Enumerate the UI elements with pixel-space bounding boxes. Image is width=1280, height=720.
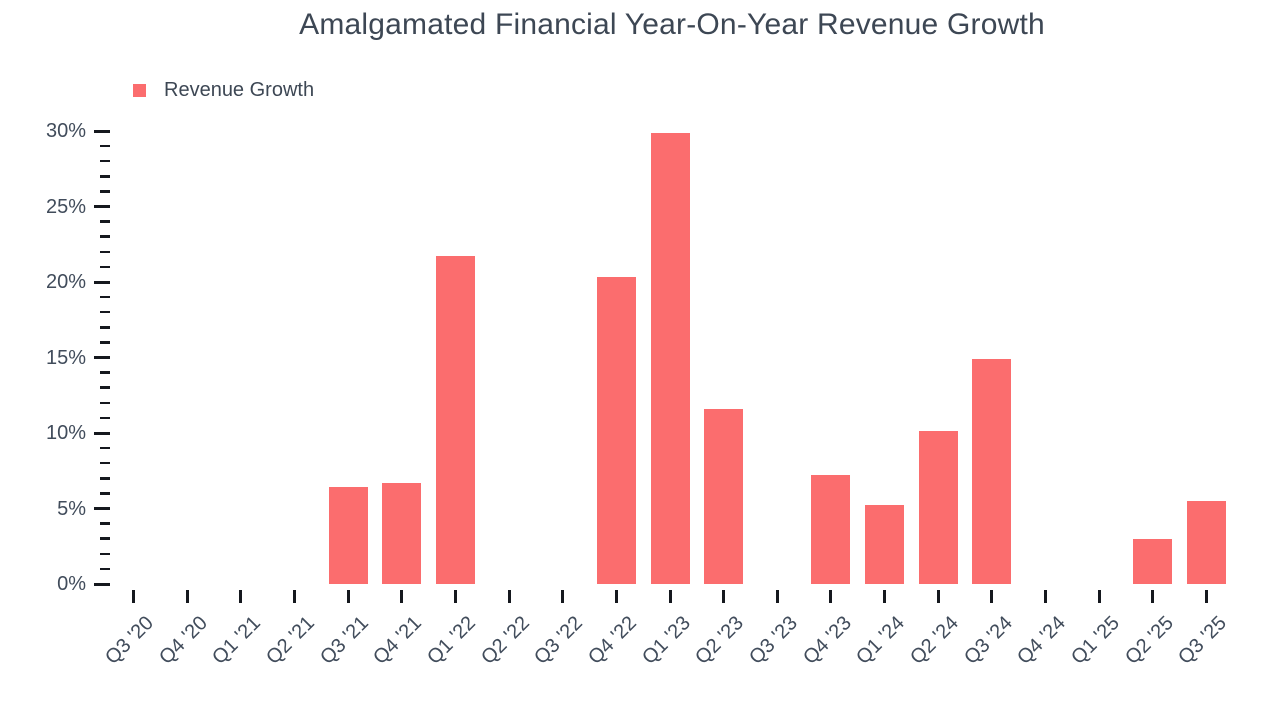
- x-axis-tick: [132, 590, 135, 603]
- y-axis-minor-tick: [100, 235, 110, 238]
- x-axis-tick-label-text: Q4 '21: [369, 612, 427, 669]
- y-axis-minor-tick: [100, 371, 110, 374]
- y-axis-major-tick: [94, 356, 110, 359]
- x-axis-tick-label-text: Q3 '25: [1174, 612, 1232, 669]
- x-axis-tick-label-text: Q1 '22: [423, 612, 480, 669]
- legend: Revenue Growth: [133, 78, 314, 102]
- x-axis-tick: [507, 590, 511, 603]
- bar-q3-24: [972, 359, 1012, 584]
- y-axis-minor-tick: [100, 175, 110, 178]
- x-axis-tick-label-text: Q2 '24: [906, 612, 963, 669]
- y-axis-minor-tick: [100, 537, 110, 540]
- y-axis-minor-tick: [100, 265, 110, 269]
- y-axis-tick-label: 15%: [45, 346, 86, 369]
- bar-q4-21: [382, 482, 422, 584]
- y-axis-tick-label: 25%: [45, 195, 86, 218]
- y-axis-minor-tick: [100, 522, 110, 525]
- y-axis-minor-tick: [100, 159, 110, 163]
- x-axis-tick: [346, 590, 350, 603]
- x-axis-tick-label-text: Q2 '22: [476, 612, 534, 669]
- x-axis-tick-label-text: Q3 '21: [315, 612, 373, 669]
- x-axis-tick-label-text: Q2 '21: [262, 612, 319, 669]
- x-axis-tick-label-text: Q4 '23: [798, 612, 856, 669]
- bar-q1-24: [865, 505, 905, 584]
- x-axis-tick: [668, 590, 672, 603]
- y-axis-minor-tick: [100, 250, 110, 254]
- y-axis-major-tick: [94, 507, 110, 510]
- y-axis-minor-tick: [100, 341, 110, 344]
- y-axis-minor-tick: [100, 461, 110, 465]
- x-axis-tick-label-text: Q3 '24: [959, 612, 1017, 669]
- x-axis-tick: [1097, 590, 1101, 603]
- x-axis-tick: [1151, 590, 1155, 603]
- y-axis-tick-label: 30%: [45, 120, 86, 142]
- x-axis-tick: [990, 590, 994, 603]
- y-axis-major-tick: [94, 280, 110, 284]
- y-axis-major-tick: [94, 582, 110, 586]
- x-axis-tick-label-text: Q4 '20: [154, 612, 212, 669]
- bar-q3-25: [1187, 500, 1226, 584]
- x-axis-tick-label-text: Q4 '24: [1013, 612, 1071, 669]
- y-axis-tick-label: 5%: [57, 497, 86, 520]
- y-axis-tick-label: 10%: [45, 422, 86, 444]
- y-axis-tick-label: 0%: [57, 573, 86, 595]
- x-axis-tick-label-text: Q3 '22: [530, 612, 588, 669]
- y-axis-minor-tick: [100, 567, 110, 571]
- y-axis-minor-tick: [100, 295, 110, 299]
- bar-q4-22: [596, 277, 636, 584]
- x-axis-tick-label-text: Q1 '25: [1066, 612, 1124, 669]
- bar-q4-23: [811, 475, 851, 584]
- x-axis-tick-label-text: Q1 '21: [208, 612, 266, 669]
- bar-q2-25: [1133, 538, 1173, 584]
- y-axis-minor-tick: [100, 492, 110, 495]
- x-axis-tick-label-text: Q1 '24: [852, 612, 910, 669]
- x-axis-tick: [292, 590, 296, 603]
- x-axis-tick: [614, 590, 618, 603]
- y-axis-minor-tick: [100, 386, 110, 389]
- bar-q3-21: [328, 487, 368, 584]
- y-axis-minor-tick: [100, 446, 110, 450]
- legend-swatch-icon: [133, 83, 146, 97]
- y-axis-tick-label: 20%: [45, 271, 86, 293]
- x-axis-tick-label-text: Q3 '20: [101, 612, 159, 669]
- y-axis-minor-tick: [100, 416, 110, 420]
- x-axis-tick-label-text: Q3 '23: [745, 612, 802, 669]
- y-axis-minor-tick: [100, 552, 110, 556]
- x-axis-tick: [722, 590, 726, 603]
- x-axis-tick: [400, 590, 404, 603]
- bar-q1-23: [650, 132, 690, 584]
- y-axis-minor-tick: [100, 144, 110, 148]
- bar-q1-22: [435, 256, 475, 584]
- y-axis-minor-tick: [100, 477, 110, 480]
- x-axis-tick: [453, 590, 457, 603]
- x-axis-tick-label-text: Q2 '25: [1120, 612, 1178, 669]
- x-axis-tick-label-text: Q4 '22: [584, 612, 641, 669]
- x-axis-tick: [1205, 590, 1208, 603]
- x-axis-tick: [239, 590, 243, 603]
- legend-label: Revenue Growth: [164, 78, 315, 101]
- x-axis-tick-label-text: Q1 '23: [637, 612, 695, 669]
- y-axis-minor-tick: [100, 220, 110, 223]
- x-axis-tick: [829, 590, 833, 603]
- x-axis-tick: [936, 590, 940, 603]
- y-axis-major-tick: [94, 129, 110, 133]
- y-axis-minor-tick: [100, 190, 110, 193]
- x-axis-tick-label-text: Q2 '23: [691, 612, 749, 669]
- x-axis-tick: [561, 590, 565, 603]
- y-axis-minor-tick: [100, 401, 110, 405]
- y-axis-major-tick: [94, 431, 110, 435]
- bar-q2-23: [704, 408, 744, 584]
- x-axis-tick: [1044, 590, 1048, 603]
- bar-q2-24: [918, 431, 958, 584]
- x-axis-tick: [775, 590, 779, 603]
- chart-title: Amalgamated Financial Year-On-Year Reven…: [299, 8, 1045, 41]
- x-axis-tick: [185, 590, 189, 603]
- y-axis-minor-tick: [100, 326, 110, 329]
- y-axis-minor-tick: [100, 310, 110, 314]
- y-axis-major-tick: [94, 205, 110, 208]
- x-axis-tick: [883, 590, 887, 603]
